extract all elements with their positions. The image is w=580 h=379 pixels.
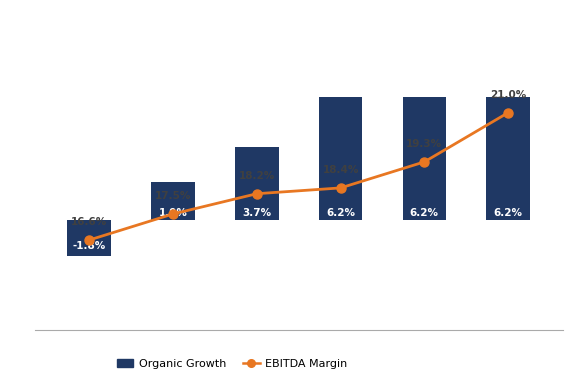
Text: 19.3%: 19.3% (407, 139, 443, 149)
Text: 1.9%: 1.9% (158, 208, 187, 218)
Bar (319, 97, 362, 220)
Text: 6.2%: 6.2% (410, 208, 439, 218)
Bar (403, 97, 446, 220)
Bar (67, 220, 111, 256)
Text: 6.2%: 6.2% (494, 208, 523, 218)
Bar (487, 97, 530, 220)
Text: 3.7%: 3.7% (242, 208, 271, 218)
Legend: Organic Growth, EBITDA Margin: Organic Growth, EBITDA Margin (112, 355, 352, 373)
Text: 18.4%: 18.4% (322, 165, 359, 175)
Text: 17.5%: 17.5% (155, 191, 191, 201)
Bar (151, 183, 195, 220)
Text: 21.0%: 21.0% (490, 90, 526, 100)
Bar (235, 147, 278, 220)
Text: -1.8%: -1.8% (72, 241, 106, 251)
Text: 16.6%: 16.6% (71, 217, 107, 227)
Text: 6.2%: 6.2% (326, 208, 355, 218)
Text: 18.2%: 18.2% (239, 171, 275, 181)
